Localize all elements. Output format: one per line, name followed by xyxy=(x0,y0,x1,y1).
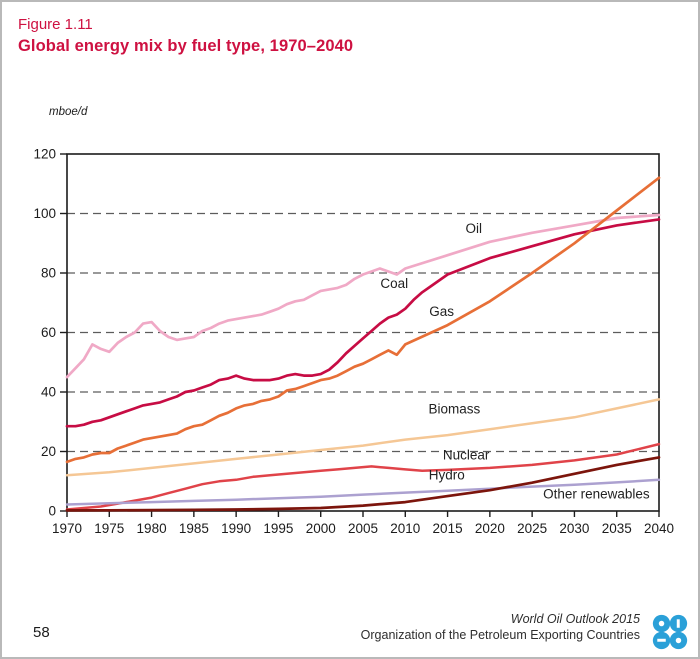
x-tick-label-2000: 2000 xyxy=(306,521,336,536)
series-line-biomass xyxy=(65,398,661,477)
x-tick-label-1980: 1980 xyxy=(137,521,167,536)
series-line-hydro xyxy=(65,478,661,506)
series-label-other-renewables: Other renewables xyxy=(543,487,650,502)
series-label-hydro: Hydro xyxy=(429,467,465,482)
series-label-gas: Gas xyxy=(429,304,454,319)
x-tick-label-2035: 2035 xyxy=(602,521,632,536)
page-number: 58 xyxy=(33,624,50,641)
opec-logo-cutout-1 xyxy=(676,619,680,628)
plot-frame xyxy=(66,153,660,512)
x-tick-label-2010: 2010 xyxy=(390,521,420,536)
footer-organization-name: Organization of the Petroleum Exporting … xyxy=(360,627,640,642)
x-tick-label-2015: 2015 xyxy=(433,521,463,536)
series-line-nuclear xyxy=(65,442,661,511)
series-line-gas xyxy=(65,176,661,464)
series-label-coal: Coal xyxy=(380,276,408,291)
x-tick-label-1995: 1995 xyxy=(263,521,293,536)
series-line-other-renewables xyxy=(65,456,661,512)
x-tick-label-1990: 1990 xyxy=(221,521,251,536)
x-tick-label-2025: 2025 xyxy=(517,521,547,536)
y-axis-unit-label: mboe/d xyxy=(49,106,88,118)
series-label-nuclear: Nuclear xyxy=(443,448,490,463)
x-tick-label-1985: 1985 xyxy=(179,521,209,536)
series-label-oil: Oil xyxy=(466,221,483,236)
opec-logo-cutout-3 xyxy=(675,637,682,644)
footer-publication-title: World Oil Outlook 2015 xyxy=(510,612,640,626)
figure-title: Global energy mix by fuel type, 1970–204… xyxy=(18,37,354,56)
x-tick-label-2040: 2040 xyxy=(644,521,674,536)
y-tick-label-20: 20 xyxy=(41,444,56,459)
x-tick-label-1970: 1970 xyxy=(52,521,82,536)
x-tick-label-2030: 2030 xyxy=(559,521,589,536)
series-line-coal xyxy=(65,218,661,428)
x-tick-label-1975: 1975 xyxy=(94,521,124,536)
figure-header: Figure 1.11 Global energy mix by fuel ty… xyxy=(18,15,353,59)
x-tick-label-2005: 2005 xyxy=(348,521,378,536)
series-label-biomass: Biomass xyxy=(428,401,480,416)
figure-label: Figure 1.11 xyxy=(18,16,93,33)
y-tick-label-40: 40 xyxy=(41,385,56,400)
y-tick-label-100: 100 xyxy=(33,206,56,221)
y-tick-label-0: 0 xyxy=(48,504,56,519)
x-tick-label-2020: 2020 xyxy=(475,521,505,536)
opec-logo-cutout-0 xyxy=(658,620,665,627)
y-tick-label-60: 60 xyxy=(41,325,56,340)
opec-logo-icon xyxy=(652,614,688,650)
opec-logo-cutout-2 xyxy=(657,638,666,642)
y-tick-label-80: 80 xyxy=(41,266,56,281)
footer-source: World Oil Outlook 2015 Organization of t… xyxy=(361,612,640,643)
series-line-oil xyxy=(65,213,661,379)
y-tick-label-120: 120 xyxy=(33,147,56,162)
